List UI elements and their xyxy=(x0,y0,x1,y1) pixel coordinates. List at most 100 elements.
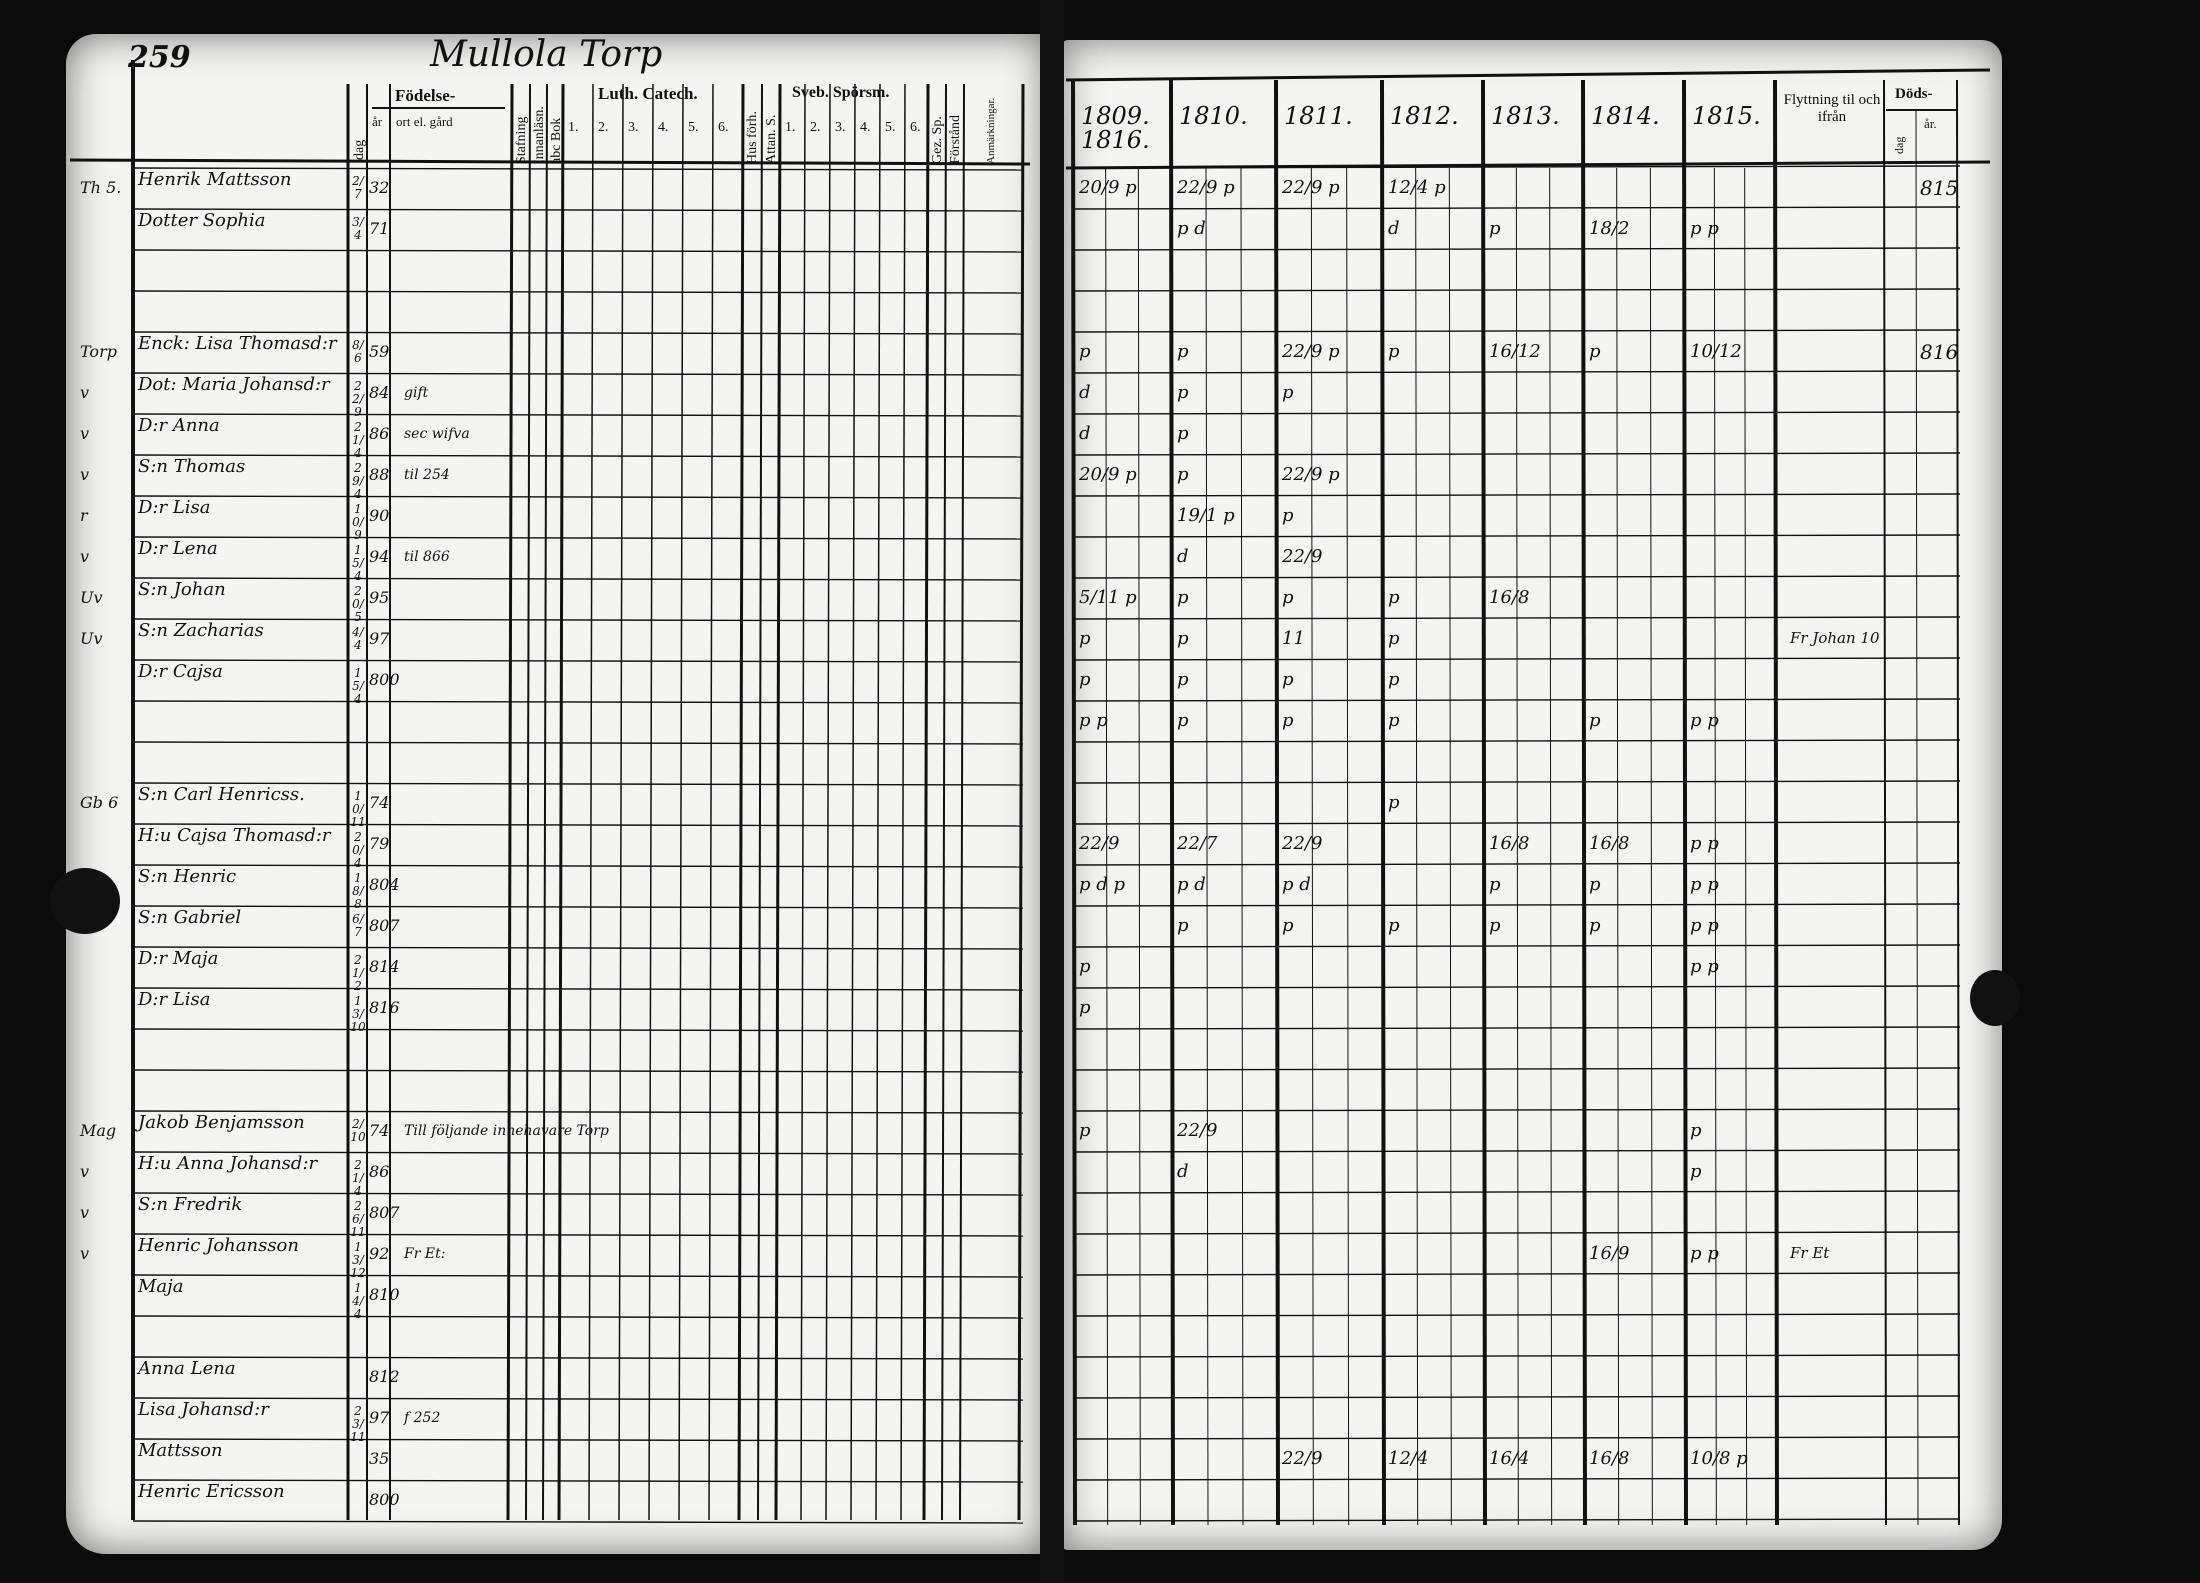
top-rule xyxy=(1065,68,1991,82)
row-rule xyxy=(132,208,1024,212)
person-name: H:u Cajsa Thomasd:r xyxy=(138,825,331,846)
row-rule xyxy=(132,1315,1024,1319)
sub-rule xyxy=(1346,167,1350,1526)
person-name: Jakob Benjamsson xyxy=(138,1112,305,1133)
right-page xyxy=(1062,40,2002,1550)
birth-place-note: Till följande innehavare Torp xyxy=(404,1123,609,1139)
row-rule xyxy=(132,1356,1024,1360)
year-entry: 16/8 xyxy=(1589,833,1630,854)
year-entry: p xyxy=(1177,628,1189,649)
birth-year: 86 xyxy=(369,1162,390,1181)
year-entry: p xyxy=(1079,1120,1091,1141)
row-rule xyxy=(132,905,1024,909)
binding-hole xyxy=(1970,970,2020,1026)
year-column-rule xyxy=(1682,79,1688,1526)
row-rule xyxy=(132,987,1024,991)
year-entry: p xyxy=(1489,915,1501,936)
person-name: Dot: Maria Johansd:r xyxy=(138,374,330,395)
row-margin-mark: r xyxy=(80,506,88,525)
header-forstand: Förstånd xyxy=(948,115,963,164)
header-attan: Attan. S. xyxy=(764,114,779,164)
year-entry: p p xyxy=(1690,1243,1719,1264)
header-fodelse: Födelse- xyxy=(395,86,456,105)
row-margin-mark: Uv xyxy=(80,629,103,648)
sub-rule xyxy=(1649,167,1653,1526)
row-rule xyxy=(132,1192,1024,1196)
birth-year: 810 xyxy=(369,1285,400,1304)
row-rule xyxy=(132,249,1024,253)
sub-rule xyxy=(1310,167,1314,1526)
person-name: Henric Johansson xyxy=(138,1235,299,1256)
year-header: 1812. xyxy=(1390,102,1459,130)
column-rule xyxy=(737,83,745,1521)
row-rule xyxy=(1072,1313,1961,1317)
person-name: Anna Lena xyxy=(138,1358,236,1379)
row-margin-mark: Th 5. xyxy=(80,178,122,197)
header-doods-dag: dag xyxy=(1892,136,1906,154)
year-entry: p p xyxy=(1690,710,1719,731)
year-header: 1813. xyxy=(1491,102,1560,130)
sub-rule xyxy=(1205,167,1209,1526)
birth-year: 71 xyxy=(369,219,390,238)
column-rule xyxy=(1883,79,1887,1526)
year-entry: p xyxy=(1282,505,1294,526)
birth-day: 29/4 xyxy=(352,461,364,501)
birth-day: 3/4 xyxy=(352,215,364,242)
birth-year: 59 xyxy=(369,342,390,361)
person-name: Dotter Sophia xyxy=(138,210,266,231)
row-rule xyxy=(132,536,1024,540)
birth-day: 20/5 xyxy=(352,584,364,624)
sub-rule xyxy=(1105,167,1109,1526)
sub-rule xyxy=(1448,167,1452,1526)
year-entry: p xyxy=(1589,341,1601,362)
year-entry: p xyxy=(1589,874,1601,895)
birth-day: 26/11 xyxy=(350,1199,366,1239)
person-name: Mattsson xyxy=(138,1440,223,1461)
header-flyttning: Flyttning til och ifrån xyxy=(1783,92,1881,125)
birth-year: 812 xyxy=(369,1367,400,1386)
luth-subheader: 2. xyxy=(598,120,609,135)
year-entry: p xyxy=(1489,218,1501,239)
row-rule xyxy=(132,659,1024,663)
header-anmarkningar: Anmärkningar. xyxy=(985,97,997,164)
row-rule xyxy=(1072,616,1961,620)
birth-day: 4/4 xyxy=(352,625,364,652)
column-rule xyxy=(678,83,684,1521)
header-inlasning: Innanläsn. xyxy=(532,106,547,164)
column-rule xyxy=(557,83,565,1521)
birth-place-note: sec wifva xyxy=(404,426,470,442)
row-rule xyxy=(1072,862,1961,866)
year-entry: 16/8 xyxy=(1489,587,1530,608)
header-rule xyxy=(69,158,1031,166)
year-header: 1809. 1816. xyxy=(1081,102,1150,154)
year-entry: p xyxy=(1079,956,1091,977)
year-entry: d xyxy=(1177,546,1189,567)
row-margin-mark: Uv xyxy=(80,588,103,607)
birth-place-note: f 252 xyxy=(404,1410,441,1426)
sveb-subheader: 1. xyxy=(785,120,796,135)
birth-day: 14/4 xyxy=(352,1281,364,1321)
column-rule xyxy=(825,83,831,1521)
birth-year: 84 xyxy=(369,383,390,402)
year-entry: p xyxy=(1388,792,1400,813)
year-entry: p xyxy=(1177,915,1189,936)
year-entry: d xyxy=(1079,423,1091,444)
year-entry: d xyxy=(1388,218,1400,239)
column-rule xyxy=(648,83,654,1521)
year-entry: p xyxy=(1282,587,1294,608)
column-rule xyxy=(774,83,782,1521)
birth-year: 86 xyxy=(369,424,390,443)
birth-year: 804 xyxy=(369,875,400,894)
year-entry: 16/8 xyxy=(1589,1448,1630,1469)
birth-year: 92 xyxy=(369,1244,390,1263)
column-rule xyxy=(922,83,930,1521)
row-rule xyxy=(1072,1149,1961,1153)
person-name: S:n Johan xyxy=(138,579,226,600)
row-rule xyxy=(1072,411,1961,415)
birth-year: 74 xyxy=(369,1121,390,1140)
person-name: S:n Henric xyxy=(138,866,237,887)
year-entry: p xyxy=(1589,915,1601,936)
year-entry: p d xyxy=(1177,874,1206,895)
birth-year: 32 xyxy=(369,178,390,197)
birth-place-note: Fr Et: xyxy=(404,1246,446,1262)
